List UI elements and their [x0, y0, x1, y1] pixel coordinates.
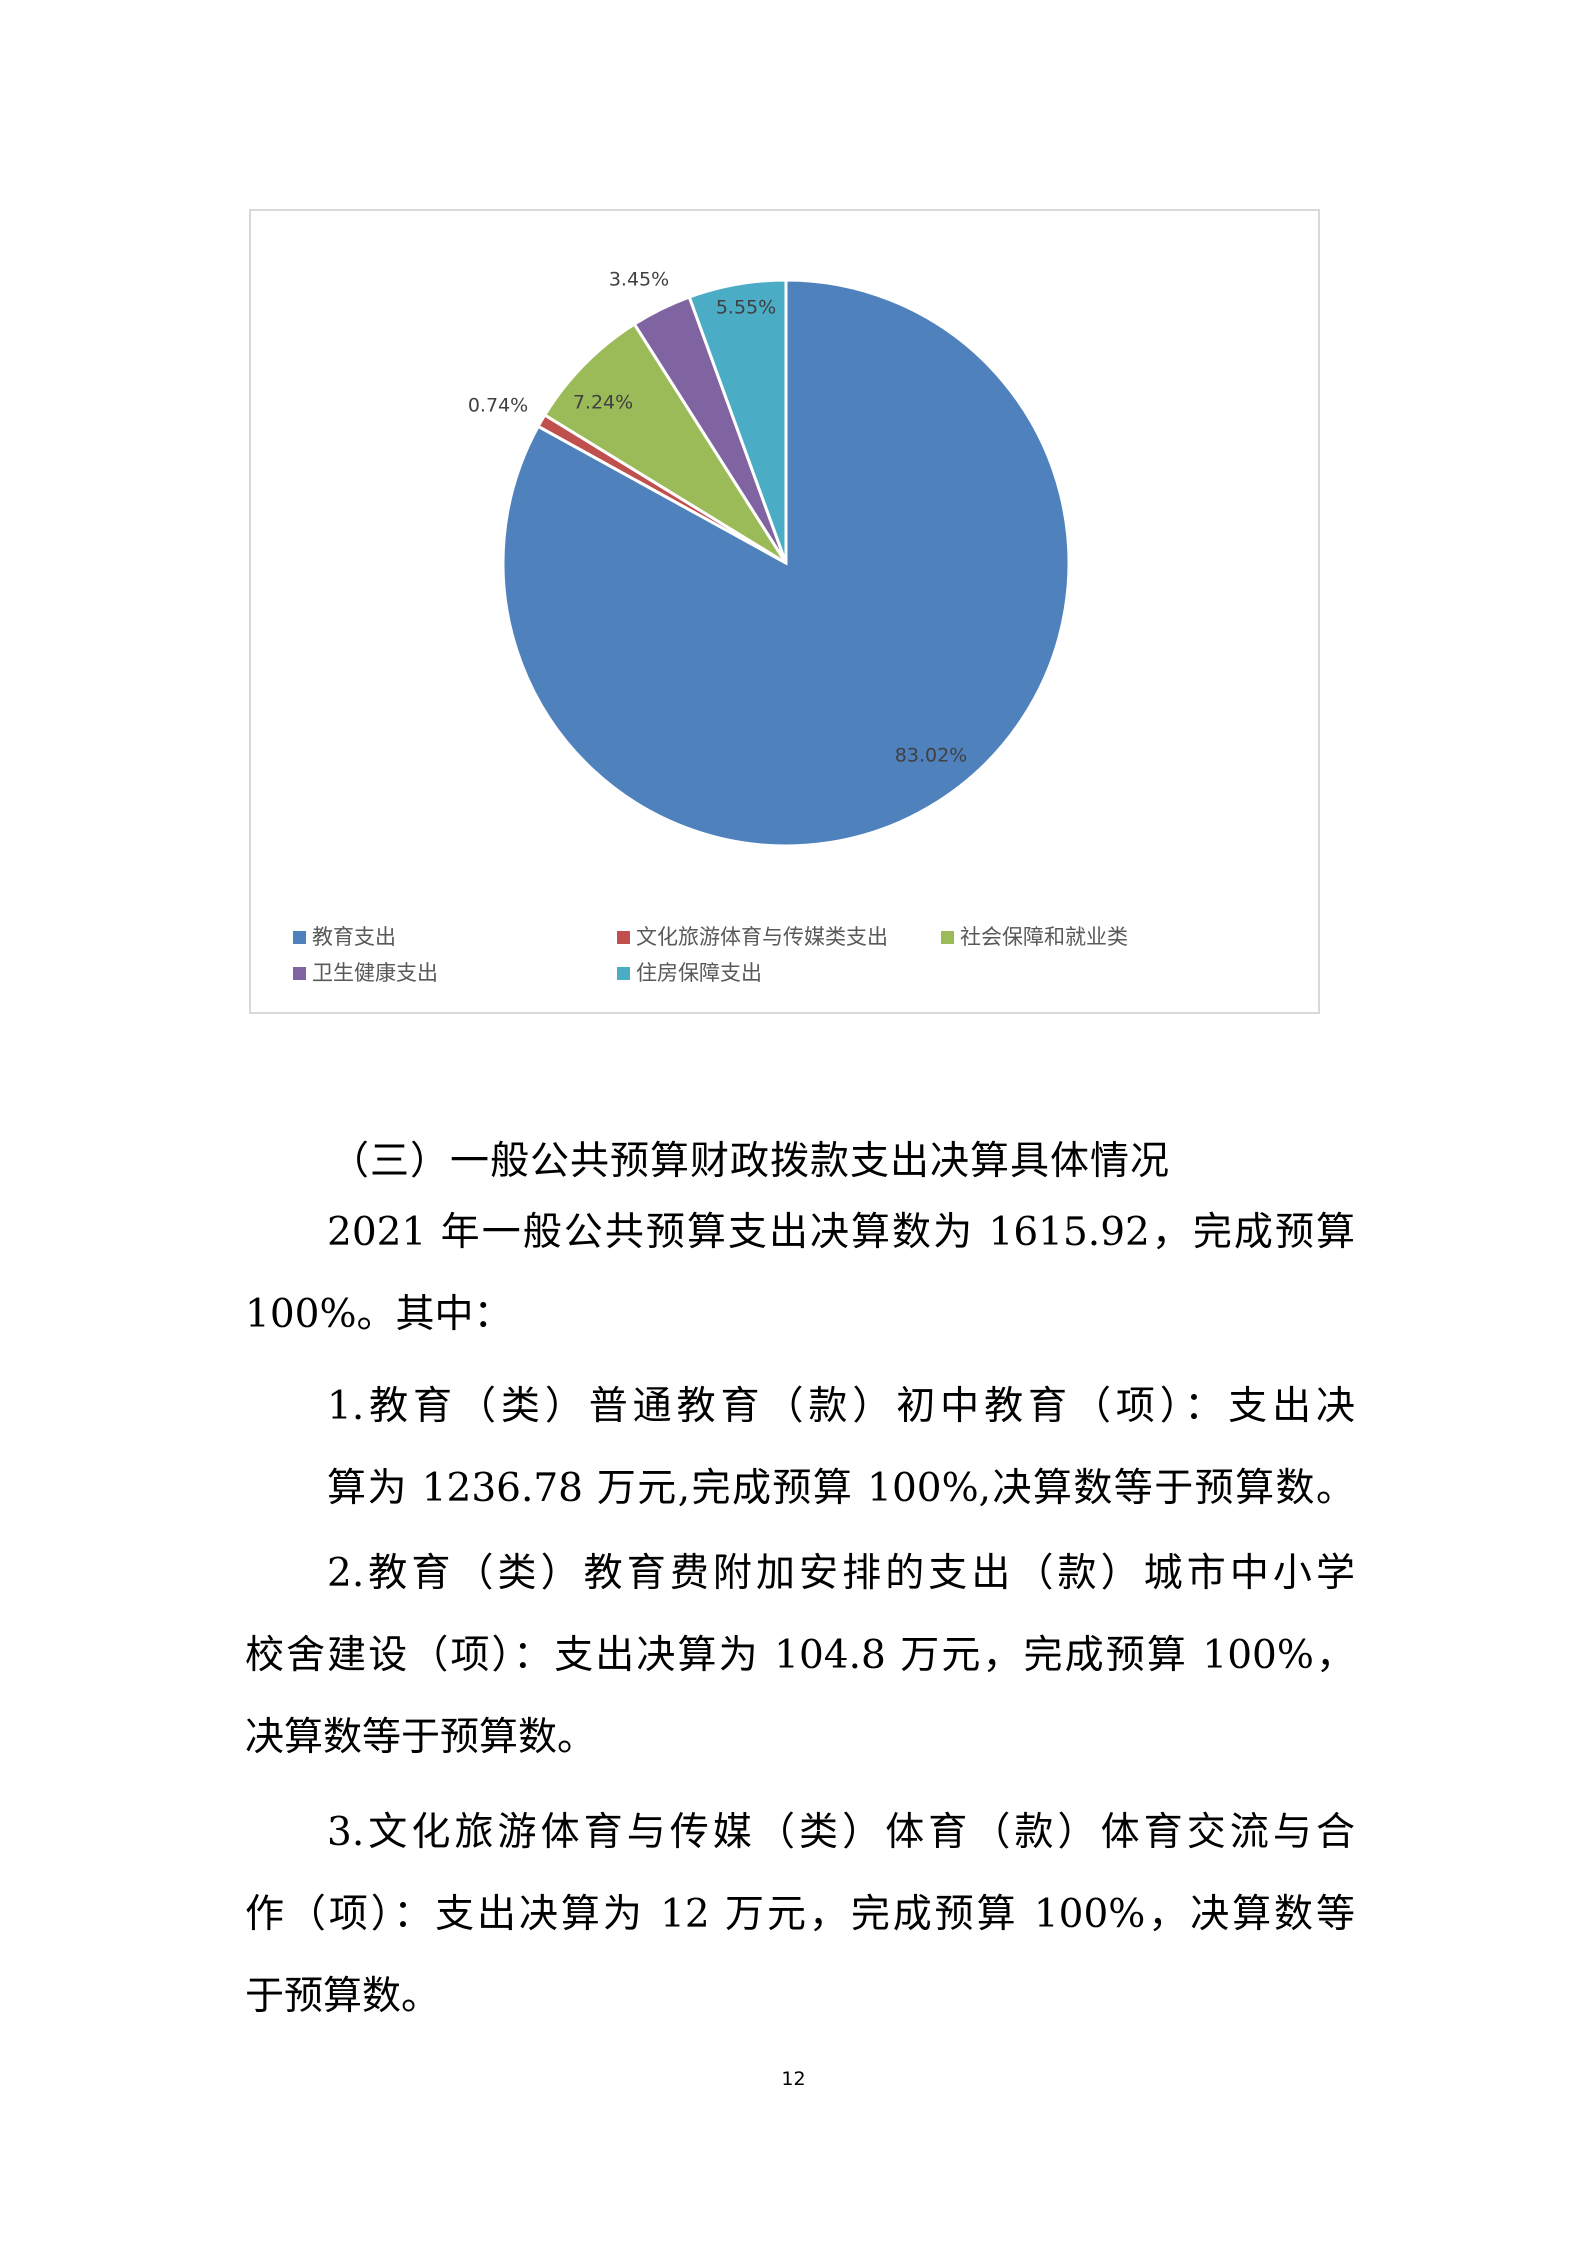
page-number: 12 — [781, 2068, 806, 2090]
legend-label: 卫生健康支出 — [312, 961, 438, 985]
paragraph-summary: 2021 年一般公共预算支出决算数为 1615.92，完成预算 100%。其中： — [245, 1192, 1355, 1356]
legend-item: 卫生健康支出 — [293, 961, 438, 985]
paragraph-item-2: 2.教育（类）教育费附加安排的支出（款）城市中小学 校舍建设（项）：支出决算为 … — [245, 1533, 1355, 1779]
legend-swatch — [941, 931, 954, 944]
text-line: 于预算数。 — [245, 1974, 441, 2019]
text-line: 校舍建设（项）：支出决算为 104.8 万元，完成预算 100%， — [245, 1633, 1355, 1678]
text-line: 决算数等于预算数。 — [245, 1715, 597, 1760]
legend-item: 住房保障支出 — [617, 961, 762, 985]
text-line: 作（项）：支出决算为 12 万元，完成预算 100%，决算数等 — [245, 1892, 1355, 1937]
data-label: 5.55% — [716, 297, 776, 319]
legend-swatch — [617, 931, 630, 944]
data-label: 3.45% — [609, 269, 669, 291]
legend-swatch — [293, 967, 306, 980]
text-line: 2.教育（类）教育费附加安排的支出（款）城市中小学 — [327, 1551, 1355, 1596]
legend-item: 文化旅游体育与传媒类支出 — [617, 925, 888, 949]
legend-swatch — [293, 931, 306, 944]
section-heading: （三）一般公共预算财政拨款支出决算具体情况 — [330, 1139, 1171, 1184]
legend-label: 住房保障支出 — [636, 961, 762, 985]
pie-chart-svg: 83.02% 0.74% 7.24% 3.45% 5.55% 教育支出 文化旅游体育与传媒类… — [293, 269, 1128, 985]
pie-chart: 83.02% 0.74% 7.24% 3.45% 5.55% 教育支出 文化旅游体育与传媒类… — [249, 209, 1320, 1014]
legend-swatch — [617, 967, 630, 980]
text-line: 3.文化旅游体育与传媒（类）体育（款）体育交流与合 — [327, 1810, 1355, 1855]
paragraph-item-1: 1.教育（类）普通教育（款）初中教育（项）：支出决 算为 1236.78 万元,… — [245, 1366, 1355, 1530]
pie-slice — [687, 278, 788, 564]
legend-item: 教育支出 — [293, 925, 396, 949]
data-label: 0.74% — [468, 395, 528, 417]
text-line: 1.教育（类）普通教育（款）初中教育（项）：支出决 — [327, 1384, 1355, 1429]
text-line: 2021 年一般公共预算支出决算数为 1615.92，完成预算 — [327, 1210, 1355, 1255]
text-line: 100%。其中： — [245, 1292, 513, 1337]
paragraph-item-3: 3.文化旅游体育与传媒（类）体育（款）体育交流与合 作（项）：支出决算为 12 … — [245, 1792, 1355, 2038]
text-line: 算为 1236.78 万元,完成预算 100%,决算数等于预算数。 — [327, 1466, 1355, 1511]
pie-slice — [542, 321, 788, 565]
legend-label: 文化旅游体育与传媒类支出 — [636, 925, 888, 949]
legend-label: 教育支出 — [312, 925, 396, 949]
legend-item: 社会保障和就业类 — [941, 925, 1128, 949]
data-label: 7.24% — [573, 392, 633, 414]
legend-label: 社会保障和就业类 — [960, 925, 1128, 949]
data-label: 83.02% — [895, 745, 967, 767]
